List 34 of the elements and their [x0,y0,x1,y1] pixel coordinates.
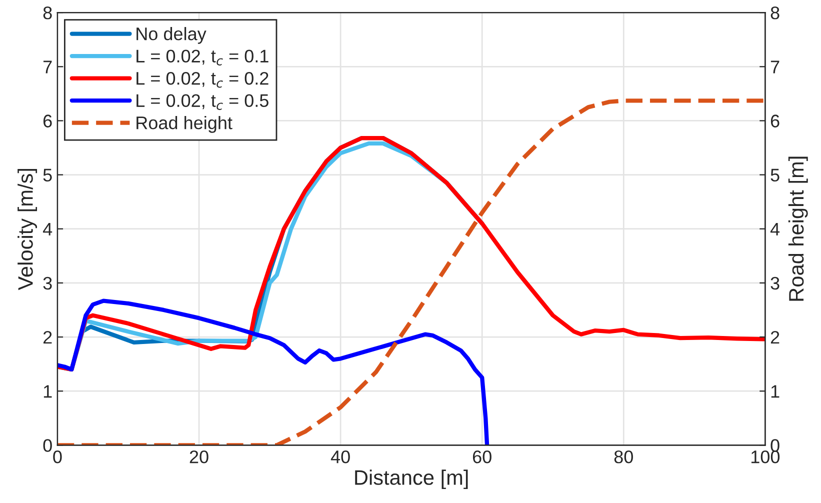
y-tick-label: 2 [43,330,52,344]
y2-tick-label: 4 [770,222,780,236]
y2-tick-label: 6 [770,114,780,128]
x-tick-label: 40 [330,450,350,464]
y-tick-label: 7 [43,60,52,74]
y2-tick-label: 8 [770,6,780,20]
y2-tick-label: 2 [770,330,780,344]
y-tick-label: 1 [44,385,52,398]
y2-tick-label: 3 [770,276,780,290]
x-tick-label: 0 [53,450,62,464]
y-tick-label: 6 [43,114,52,128]
y2-tick-label: 1 [771,385,780,398]
y2-tick-label: 0 [770,439,780,452]
y2-tick-label: 5 [770,168,780,182]
x-axis-title: Distance [m] [355,470,468,490]
y-tick-label: 4 [42,222,52,236]
y-tick-label: 5 [43,168,52,182]
x-tick-label: 60 [472,450,492,464]
y-tick-label: 0 [43,439,52,452]
legend-label: L = 0.02, t$_{c}$ = 0.1 [136,50,268,66]
line-series [57,136,766,372]
y-tick-label: 8 [43,6,52,20]
legend-label: L = 0.02, t$_{c}$ = 0.2 [136,72,268,88]
legend-label: No delay [136,27,206,44]
y2-axis-title: Road height [m] [788,156,808,301]
line-series [57,298,490,446]
legend-label: Road height [136,116,232,133]
y2-tick-label: 7 [770,60,780,74]
y-axis-title: Velocity [m/s] [18,168,38,290]
x-tick-label: 100 [751,450,780,464]
x-tick-label: 20 [190,450,208,464]
legend-label: L = 0.02, t$_{c}$ = 0.5 [136,94,268,110]
y-tick-label: 3 [43,276,52,290]
x-tick-label: 80 [614,450,633,464]
